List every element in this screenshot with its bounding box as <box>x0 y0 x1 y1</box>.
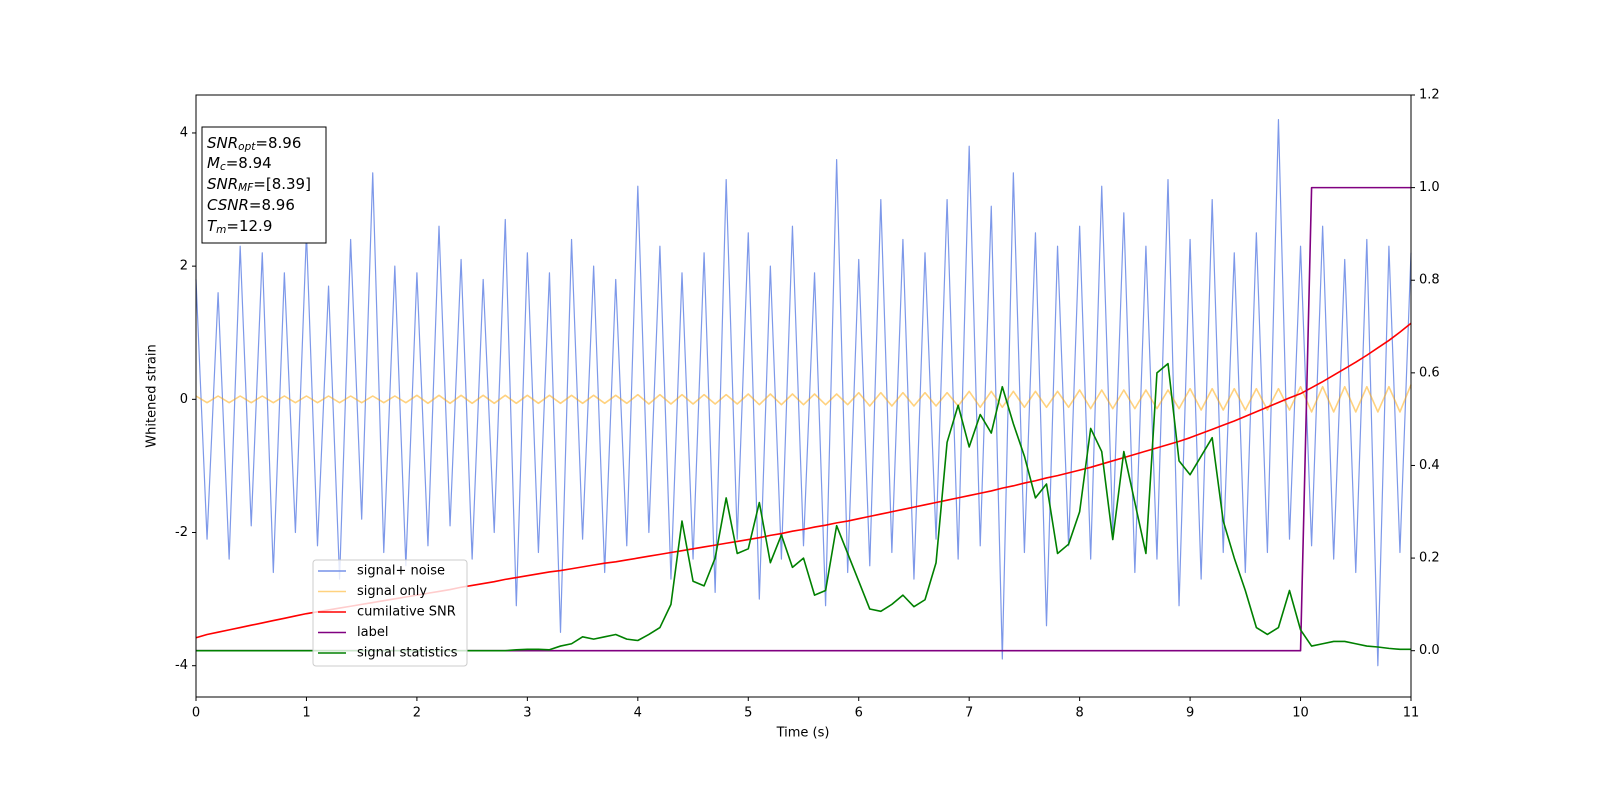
series-line <box>195 119 1412 667</box>
annotation-subscript: opt <box>238 141 256 153</box>
y2-tick-label: 0.2 <box>1419 551 1440 566</box>
legend-label: label <box>357 625 388 640</box>
annotation-line: SNRMF=[8.39] <box>207 175 311 195</box>
annotation-value: =8.96 <box>255 134 301 152</box>
x-tick-label: 5 <box>744 706 752 721</box>
x-tick-label: 10 <box>1292 706 1309 721</box>
x-axis-label: Time (s) <box>776 726 830 741</box>
y2-tick-label: 0.4 <box>1419 458 1440 473</box>
y2-tick-label: 0.6 <box>1419 365 1440 380</box>
annotation-line: SNRopt=8.96 <box>207 134 301 154</box>
y-axis-label: Whitened strain <box>145 344 160 447</box>
plot-frame <box>195 94 1412 698</box>
annotation-frame <box>201 126 327 244</box>
legend-label: signal+ noise <box>357 564 445 579</box>
annotation-symbol: T <box>207 217 218 235</box>
annotation-symbol: SNR <box>207 134 238 152</box>
x-tick-label: 4 <box>634 706 642 721</box>
annotation-subscript: MF <box>238 182 254 194</box>
annotation-symbol: M <box>207 154 220 172</box>
annotation-box: SNRopt=8.96Mc=8.94SNRMF=[8.39]CSNR=8.96T… <box>201 126 327 244</box>
legend-label: signal only <box>357 584 427 599</box>
legend-label: signal statistics <box>357 646 458 661</box>
y-tick-label: -4 <box>175 658 188 673</box>
annotation-value: =8.96 <box>249 196 295 214</box>
annotation-subscript: m <box>216 224 226 236</box>
annotation-line: CSNR=8.96 <box>207 196 295 214</box>
y2-tick-label: 1.2 <box>1419 88 1440 103</box>
x-tick-label: 3 <box>523 706 531 721</box>
annotation-value: =8.94 <box>226 154 272 172</box>
y2-tick-label: 1.0 <box>1419 180 1440 195</box>
annotation-symbol: CSNR <box>207 196 249 214</box>
x-tick-label: 9 <box>1186 706 1194 721</box>
x-tick-label: 11 <box>1403 706 1420 721</box>
y-tick-label: -2 <box>175 525 188 540</box>
y-tick-label: 2 <box>180 259 188 274</box>
annotation-value: =[8.39] <box>253 175 311 193</box>
y-tick-label: 4 <box>180 125 188 140</box>
y2-tick-label: 0.0 <box>1419 643 1440 658</box>
y-tick-label: 0 <box>180 392 188 407</box>
x-tick-label: 6 <box>855 706 863 721</box>
x-tick-label: 1 <box>302 706 310 721</box>
annotation-value: =12.9 <box>226 217 272 235</box>
x-tick-label: 8 <box>1075 706 1083 721</box>
series-line <box>195 384 1412 413</box>
legend-label: cumilative SNR <box>357 605 456 620</box>
annotation-subscript: c <box>220 161 226 173</box>
annotation-line: Tm=12.9 <box>207 217 272 237</box>
y2-tick-label: 0.8 <box>1419 273 1440 288</box>
annotation-symbol: SNR <box>207 175 238 193</box>
annotation-line: Mc=8.94 <box>207 154 272 174</box>
legend: signal+ noise signal only cumilative SNR la… <box>312 559 468 667</box>
x-tick-label: 7 <box>965 706 973 721</box>
legend-frame <box>312 559 468 667</box>
x-tick-label: 0 <box>192 706 200 721</box>
x-tick-label: 2 <box>413 706 421 721</box>
